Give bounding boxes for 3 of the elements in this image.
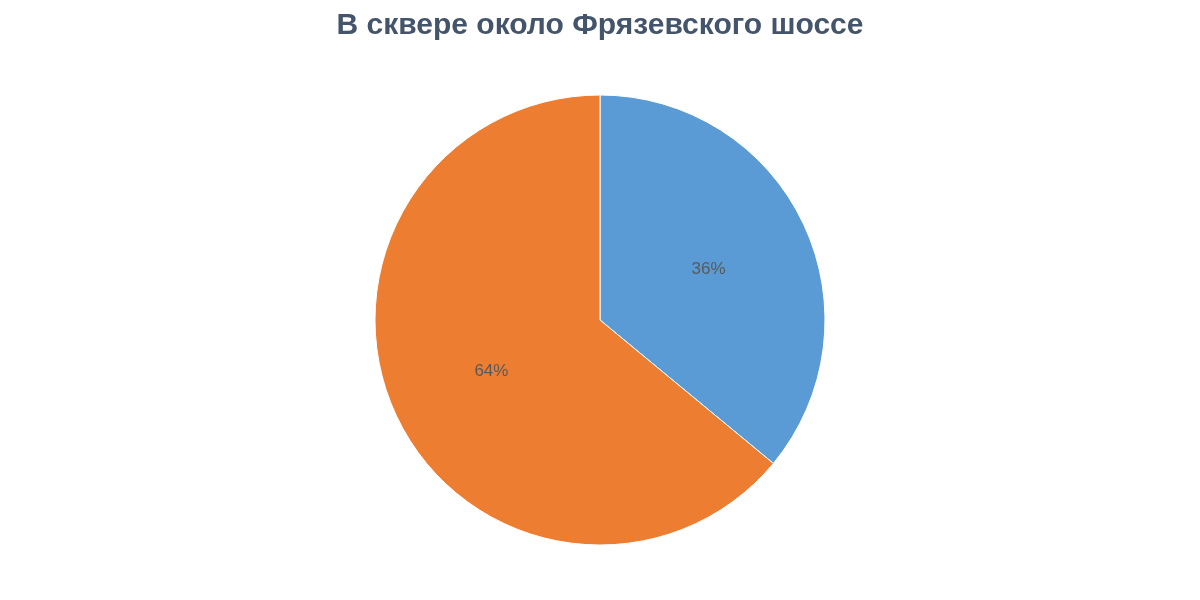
data-label: 36%: [691, 258, 726, 278]
chart-title: В сквере около Фрязевского шоссе: [336, 7, 864, 40]
data-label: 64%: [474, 361, 509, 381]
